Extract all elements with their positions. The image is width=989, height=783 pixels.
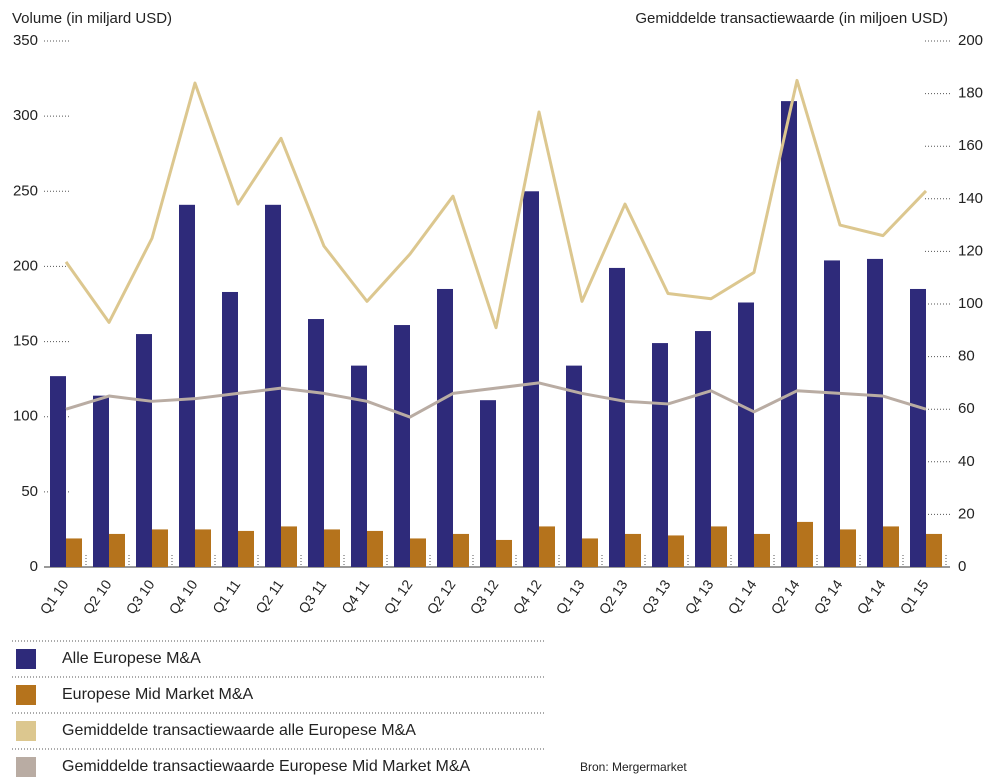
bar	[367, 530, 383, 567]
y2-tick-label: 120	[958, 242, 983, 259]
bar	[523, 191, 539, 568]
bar	[910, 288, 926, 567]
y2-axis-title: Gemiddelde transactiewaarde (in miljoen …	[635, 10, 948, 27]
y2-tick-label: 140	[958, 190, 983, 207]
bar	[93, 395, 109, 567]
bar	[539, 526, 555, 567]
x-tick-label: Q1 13	[553, 576, 588, 617]
y2-tick-label: 100	[958, 295, 983, 312]
bar	[668, 535, 684, 567]
x-tick-label: Q3 12	[467, 576, 502, 617]
line	[64, 78, 928, 330]
y-tick-label: 250	[13, 182, 38, 199]
bar	[480, 400, 496, 567]
bar	[152, 529, 168, 567]
bar	[324, 529, 340, 567]
bar	[840, 529, 856, 567]
bar	[195, 529, 211, 567]
x-tick-label: Q3 14	[811, 576, 846, 617]
bar	[453, 533, 469, 567]
x-tick-label: Q2 10	[80, 576, 115, 617]
x-tick-label: Q4 10	[166, 576, 201, 617]
y-tick-label: 150	[13, 333, 38, 350]
bar	[109, 533, 125, 567]
x-tick-label: Q1 14	[725, 576, 760, 617]
legend-swatch	[16, 721, 36, 741]
bar	[867, 258, 883, 567]
y2-tick-label: 180	[958, 85, 983, 102]
x-tick-label: Q4 12	[510, 576, 545, 617]
x-tick-label: Q1 15	[897, 576, 932, 617]
x-tick-label: Q3 13	[639, 576, 674, 617]
legend-swatch	[16, 649, 36, 669]
y-tick-label: 200	[13, 257, 38, 274]
x-tick-label: Q3 11	[295, 577, 330, 617]
y2-tick-label: 160	[958, 137, 983, 154]
y2-tick-label: 0	[958, 558, 966, 575]
legend-label: Alle Europese M&A	[62, 650, 201, 667]
x-tick-label: Q2 14	[768, 576, 803, 617]
x-tick-label: Q1 11	[209, 577, 244, 617]
bar	[308, 319, 324, 567]
bar	[66, 538, 82, 567]
x-tick-label: Q1 12	[381, 576, 416, 617]
bar	[781, 101, 797, 567]
line	[65, 381, 927, 419]
legend-label: Gemiddelde transactiewaarde Europese Mid…	[62, 758, 471, 775]
legend-swatch	[16, 757, 36, 777]
bar	[609, 267, 625, 567]
x-tick-label: Q1 10	[37, 576, 72, 617]
bar	[754, 533, 770, 567]
y-tick-label: 50	[21, 483, 38, 500]
bar	[797, 521, 813, 567]
bar	[652, 343, 668, 567]
bar	[926, 533, 942, 567]
legend-label: Gemiddelde transactiewaarde alle Europes…	[62, 722, 416, 739]
source: Bron: Mergermarket	[580, 760, 687, 774]
y2-tick-label: 200	[958, 32, 983, 49]
x-tick-label: Q2 13	[596, 576, 631, 617]
bar	[222, 291, 238, 567]
y-tick-label: 100	[13, 408, 38, 425]
y-tick-label: 300	[13, 107, 38, 124]
bar	[695, 331, 711, 567]
bar	[824, 260, 840, 567]
y2-tick-label: 60	[958, 400, 975, 417]
bar	[136, 334, 152, 567]
x-tick-label: Q2 11	[252, 577, 287, 617]
bar	[496, 539, 512, 567]
y-tick-label: 0	[30, 558, 38, 575]
bar	[738, 302, 754, 567]
bar	[179, 204, 195, 567]
y2-tick-label: 80	[958, 348, 975, 365]
y-tick-label: 350	[13, 32, 38, 49]
bar	[281, 526, 297, 567]
bar	[265, 204, 281, 567]
bar	[711, 526, 727, 567]
bar	[437, 288, 453, 567]
bar	[566, 365, 582, 567]
bar	[582, 538, 598, 567]
legend-label: Europese Mid Market M&A	[62, 686, 254, 703]
bar	[625, 533, 641, 567]
x-tick-label: Q4 14	[854, 576, 889, 617]
bar	[410, 538, 426, 567]
y2-tick-label: 40	[958, 453, 975, 470]
x-tick-label: Q4 11	[338, 577, 373, 617]
bar	[351, 365, 367, 567]
y-axis-title: Volume (in miljard USD)	[12, 10, 172, 27]
bar	[394, 325, 410, 567]
x-tick-label: Q3 10	[123, 576, 158, 617]
bar	[50, 376, 66, 567]
x-tick-label: Q2 12	[424, 576, 459, 617]
y2-tick-label: 20	[958, 505, 975, 522]
x-tick-label: Q4 13	[682, 576, 717, 617]
bar	[238, 530, 254, 567]
legend-swatch	[16, 685, 36, 705]
bar	[883, 526, 899, 567]
